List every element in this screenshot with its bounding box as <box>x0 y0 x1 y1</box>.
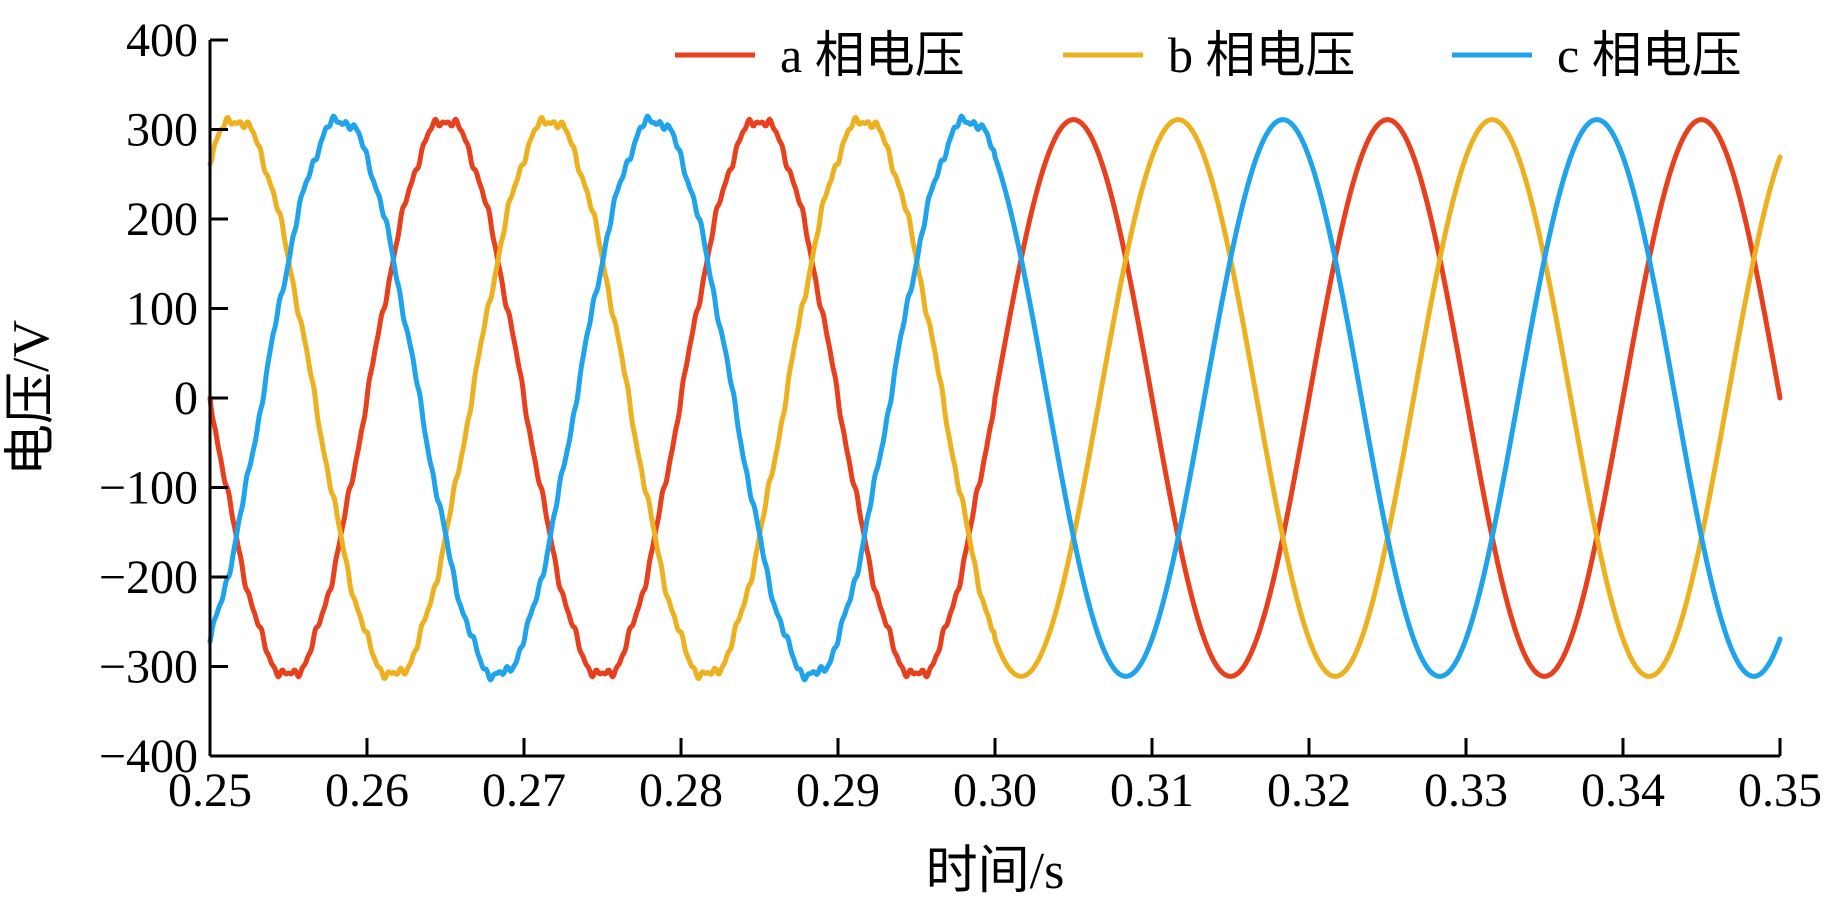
legend-label-b: b 相电压 <box>1168 27 1356 83</box>
x-tick-label: 0.33 <box>1424 764 1508 817</box>
legend-label-c: c 相电压 <box>1557 27 1742 83</box>
legend: a 相电压 b 相电压 c 相电压 <box>675 27 1742 83</box>
x-tick-label: 0.31 <box>1110 764 1194 817</box>
y-tick-label: −300 <box>99 641 198 694</box>
x-tick-label: 0.29 <box>796 764 880 817</box>
x-tick-label: 0.28 <box>639 764 723 817</box>
y-tick-label: 0 <box>174 372 198 425</box>
y-tick-label: 300 <box>126 104 198 157</box>
y-tick-label: 100 <box>126 283 198 336</box>
x-tick-label: 0.30 <box>953 764 1037 817</box>
y-axis-title: 电压/V <box>3 320 60 476</box>
y-ticks: 400 300 200 100 0 −100 −200 −300 −400 <box>99 14 228 783</box>
series-group <box>207 113 1783 683</box>
x-tick-label: 0.25 <box>168 764 252 817</box>
y-tick-label: 200 <box>126 193 198 246</box>
x-ticks: 0.25 0.26 0.27 0.28 0.29 0.30 0.31 0.32 0.33 0.34… <box>168 738 1822 817</box>
y-tick-label: 400 <box>126 14 198 67</box>
y-tick-label: −100 <box>99 462 198 515</box>
x-tick-label: 0.27 <box>482 764 566 817</box>
y-tick-label: −200 <box>99 551 198 604</box>
x-tick-label: 0.26 <box>325 764 409 817</box>
x-tick-label: 0.32 <box>1267 764 1351 817</box>
y-tick-label: −400 <box>99 730 198 783</box>
series-line-a <box>207 116 1783 680</box>
legend-label-a: a 相电压 <box>780 27 965 83</box>
x-tick-label: 0.35 <box>1738 764 1822 817</box>
x-axis-title: 时间/s <box>926 843 1065 900</box>
series-line-b <box>207 115 1783 681</box>
series-line-c <box>207 113 1783 683</box>
x-tick-label: 0.34 <box>1581 764 1665 817</box>
